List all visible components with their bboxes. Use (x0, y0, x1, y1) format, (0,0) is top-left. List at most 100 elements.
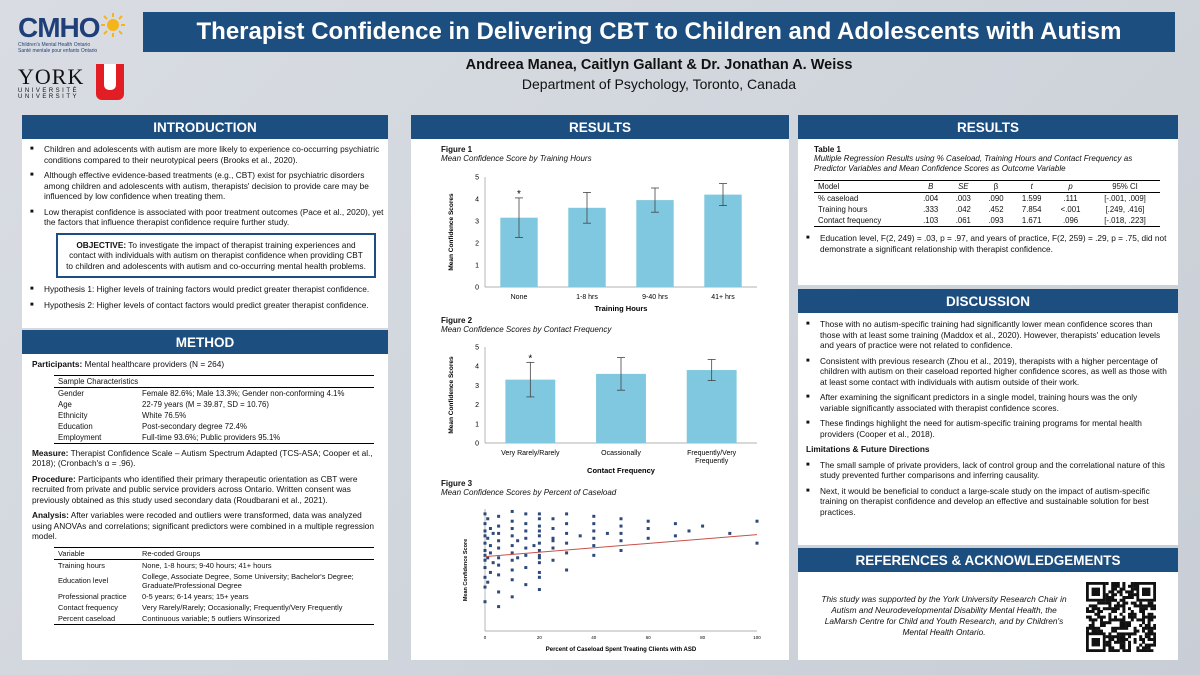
qr-module (1108, 601, 1112, 605)
scatter-point (483, 534, 487, 538)
qr-module (1108, 646, 1112, 650)
qr-finder-inner (1091, 587, 1100, 596)
qr-module (1125, 632, 1129, 636)
cmho-logo-sub2: Santé mentale pour enfants Ontario (18, 48, 98, 54)
qr-module (1105, 621, 1109, 625)
participants-text: Mental healthcare providers (N = 264) (84, 359, 225, 369)
scatter-point (551, 527, 555, 531)
qr-module (1116, 607, 1120, 611)
qr-module (1122, 624, 1126, 627)
scatter-point (537, 575, 541, 579)
york-u-mark (96, 64, 124, 100)
qr-module (1108, 604, 1112, 608)
qr-module (1114, 615, 1117, 619)
qr-finder-inner (1091, 638, 1100, 647)
scatter-point (488, 544, 492, 548)
qr-module (1130, 612, 1134, 616)
qr-module (1142, 607, 1145, 611)
reg-header: p (1068, 182, 1073, 191)
cmho-logo: CMHO Children's Mental Health Ontario Sa… (18, 13, 126, 60)
qr-module (1142, 615, 1145, 619)
qr-module (1133, 626, 1137, 630)
qr-module (1150, 601, 1154, 605)
qr-module (1116, 584, 1120, 588)
poster-title: Therapist Confidence in Delivering CBT t… (143, 12, 1175, 52)
qr-module (1108, 598, 1112, 602)
qr-module (1100, 610, 1103, 613)
qr-module (1094, 612, 1098, 616)
qr-module (1108, 615, 1112, 619)
table1-label: Table 1 (814, 145, 841, 154)
qr-module (1094, 607, 1098, 611)
scatter-point (565, 541, 569, 545)
figure3-title: Mean Confidence Scores by Percent of Cas… (441, 488, 617, 497)
scatter-point (537, 553, 541, 557)
qr-module (1142, 604, 1145, 608)
qr-module (1108, 596, 1112, 599)
qr-module (1097, 610, 1101, 613)
qr-module (1133, 629, 1137, 633)
qr-module (1088, 624, 1092, 627)
table-cell: .096 (1062, 216, 1079, 225)
scatter-point (483, 585, 487, 589)
scatter-point (524, 553, 528, 557)
qr-module (1119, 638, 1123, 641)
qr-module (1116, 638, 1120, 641)
qr-module (1130, 601, 1134, 605)
qr-module (1114, 626, 1117, 630)
y-tick-label: 1 (475, 263, 479, 270)
qr-module (1130, 590, 1134, 594)
qr-code-icon[interactable] (1086, 582, 1156, 652)
table-cell: [-.018, .223] (1104, 216, 1146, 225)
qr-module (1097, 612, 1101, 616)
table-cell: Education (58, 421, 93, 431)
qr-module (1122, 618, 1126, 622)
x-axis-title: Percent of Caseload Spent Treating Clien… (546, 647, 697, 653)
qr-module (1128, 621, 1131, 625)
scatter-point (497, 524, 501, 528)
table-row: Education level College, Associate Degree… (54, 571, 374, 591)
significance-marker: * (517, 189, 521, 200)
scatter-point (483, 512, 487, 516)
table-cell: .333 (923, 205, 939, 214)
qr-module (1125, 638, 1129, 641)
scatter-point (755, 519, 759, 523)
analysis-text: After variables were recoded and outlier… (32, 510, 375, 541)
qr-module (1122, 621, 1126, 625)
qr-module (1122, 646, 1126, 650)
table-cell: 0-5 years; 6-14 years; 15+ years (142, 591, 249, 601)
x-tick-label: 20 (537, 635, 543, 640)
scatter-point (673, 522, 677, 526)
qr-module (1125, 596, 1129, 599)
scatter-point (497, 590, 501, 594)
scatter-point (565, 551, 569, 555)
x-tick-label: 9-40 hrs (642, 294, 668, 301)
scatter-point (488, 551, 492, 555)
qr-module (1133, 638, 1137, 641)
hypothesis-item: Hypothesis 1: Higher levels of training … (22, 284, 388, 295)
qr-module (1097, 615, 1101, 619)
scatter-point (483, 522, 487, 526)
table-cell: Very Rarely/Rarely; Occasionally; Freque… (142, 602, 343, 612)
cmho-logo-sub1: Children's Mental Health Ontario (18, 42, 91, 48)
measure-line: Measure: Therapist Confidence Scale – Au… (32, 448, 378, 469)
qr-module (1153, 632, 1156, 636)
qr-module (1125, 601, 1129, 605)
scatter-point (510, 578, 514, 582)
figure2-label: Figure 2 (441, 316, 473, 325)
qr-module (1114, 593, 1117, 597)
scatter-point (619, 524, 623, 528)
scatter-point (491, 531, 495, 535)
qr-module (1097, 607, 1101, 611)
scatter-point (524, 529, 528, 533)
x-tick-label: Frequently/Very (687, 450, 737, 457)
york-logo-sub: UNIVERSITÉ UNIVERSITY (18, 88, 80, 100)
scatter-point (483, 541, 487, 545)
y-axis-title: Mean Confidence Scores (448, 356, 455, 434)
qr-module (1111, 638, 1115, 641)
qr-module (1122, 638, 1126, 641)
table-cell: .004 (923, 194, 939, 203)
results-heading: RESULTS (411, 115, 789, 139)
reg-header: β (993, 182, 999, 191)
scatter-point (537, 570, 541, 574)
